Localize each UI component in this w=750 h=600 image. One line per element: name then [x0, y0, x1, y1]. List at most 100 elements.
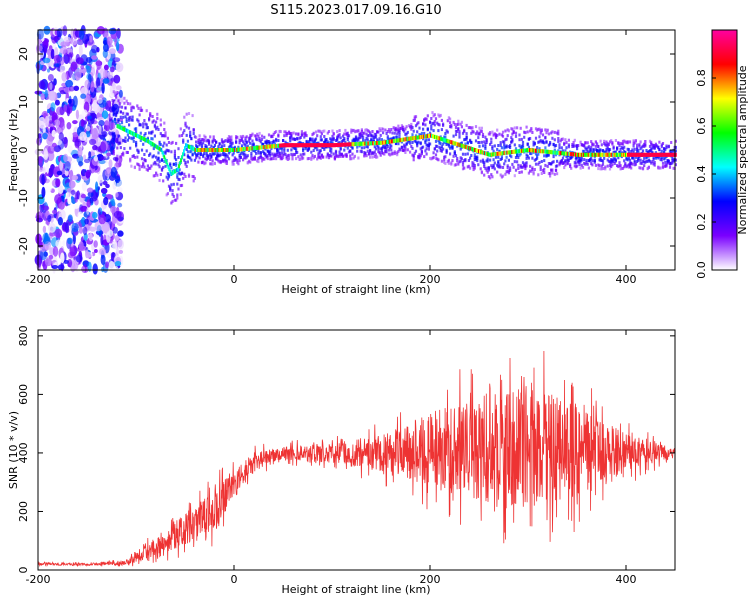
spectrogram-cell — [365, 154, 368, 158]
spectrogram-cell — [639, 158, 642, 162]
spectrogram-cell — [185, 125, 188, 129]
spectrogram-cell — [330, 143, 332, 148]
spectrogram-cell — [337, 135, 340, 139]
spectrogram-cell — [424, 141, 427, 145]
spectrogram-cell — [193, 158, 196, 162]
spectrogram-cell — [235, 157, 238, 161]
spectrogram-cell — [474, 125, 478, 129]
spectrogram-cell — [235, 135, 238, 139]
spectrogram-cell — [609, 152, 612, 157]
spectrogram-cell — [575, 152, 577, 157]
spectrogram-cell — [135, 144, 138, 148]
spectrogram-cell — [113, 117, 117, 121]
spectrogram-cell — [360, 141, 363, 146]
spectrogram-cell — [420, 146, 423, 150]
spectrogram-cell — [524, 167, 527, 171]
spectrogram-cell — [357, 156, 360, 160]
spectrogram-cell — [664, 156, 667, 160]
spectrogram-cell — [292, 152, 295, 156]
spectrogram-cell — [263, 135, 266, 139]
spectrogram-cell — [322, 129, 325, 133]
spectrogram-cell — [413, 151, 416, 155]
spectrogram-cell — [597, 163, 600, 167]
snr-frame — [37, 329, 676, 571]
spectrogram-cell — [327, 153, 331, 157]
spectrogram-cell — [664, 164, 667, 168]
spectrogram-cell — [383, 143, 386, 147]
spectrogram-cell — [340, 153, 343, 157]
spectrogram-cell — [592, 143, 595, 147]
spectrogram-cell — [438, 114, 441, 118]
spectrogram-cell — [41, 174, 45, 186]
spectrogram-cell — [336, 130, 339, 134]
spectrogram-cell — [289, 132, 292, 136]
spectrogram-cell — [553, 150, 556, 155]
spectrogram-cell — [224, 153, 227, 156]
spectrogram-cell — [572, 144, 575, 148]
spectrogram-cell — [481, 160, 485, 164]
spectrogram-cell — [218, 154, 221, 158]
spectrogram-cell — [203, 162, 206, 166]
spectrogram-cell — [259, 140, 262, 144]
spectrogram-cell — [227, 138, 231, 142]
spectrogram-cell — [149, 112, 152, 116]
spectrogram-cell — [385, 140, 388, 145]
spectrogram-cell — [389, 130, 392, 134]
spectrogram-cell — [97, 174, 104, 184]
spectrogram-cell — [167, 175, 171, 179]
spectrogram-cell — [561, 161, 565, 165]
spectrogram-cell — [427, 142, 430, 146]
spectrogram-cell — [238, 159, 241, 163]
spectrogram-cell — [638, 144, 641, 148]
spectrogram-cell — [366, 145, 369, 149]
spectrogram-cell — [97, 97, 103, 104]
spectrogram-cell — [263, 157, 266, 161]
spectrogram-cell — [624, 162, 627, 166]
spectrogram-cell — [193, 151, 196, 155]
spectrogram-cell — [576, 156, 579, 160]
spectrogram-cell — [193, 176, 196, 180]
spectrogram-cell — [267, 140, 271, 143]
spectrogram-cell — [272, 154, 275, 158]
spectrogram-cell — [572, 141, 575, 144]
spectrogram-cell — [251, 158, 254, 162]
spectrogram-cell — [262, 150, 265, 154]
spectrogram-cell — [367, 152, 371, 156]
spectrogram-cell — [124, 127, 126, 132]
spectrogram-cell — [229, 148, 231, 152]
spectrogram-cell — [262, 145, 265, 150]
spectrogram-cell — [153, 160, 156, 164]
spectrogram-cell — [645, 159, 648, 163]
spectrogram-cell — [258, 131, 261, 135]
spectrogram-cell — [87, 115, 92, 120]
spectrogram-cell — [559, 160, 562, 164]
spectrogram-cell — [62, 137, 68, 145]
spectrogram-cell — [264, 145, 267, 149]
spectrogram-cell — [280, 151, 283, 155]
spectrogram-cell — [342, 138, 345, 142]
spectrogram-cell — [320, 138, 323, 142]
spectrogram-cell — [483, 151, 486, 156]
spectrogram-cell — [354, 142, 357, 147]
spectrogram-cell — [59, 48, 64, 54]
spectrogram-cell — [462, 144, 465, 149]
spectrogram-cell — [631, 152, 634, 157]
spectrogram-cell — [195, 144, 198, 148]
spectrogram-cell — [168, 167, 171, 172]
spectrogram-cell — [351, 139, 354, 143]
spectrogram-cell — [632, 156, 635, 160]
spectrogram-cell — [192, 179, 195, 183]
spectrogram-cell — [514, 134, 518, 138]
colorbar-bar — [711, 29, 738, 271]
spectrogram-cell — [322, 145, 325, 149]
spectrogram-cell — [409, 125, 412, 129]
spectrogram-cell — [563, 142, 566, 146]
spectrogram-cell — [325, 143, 327, 148]
spectrogram-cell — [376, 155, 379, 159]
spectrogram-cell — [156, 173, 159, 177]
spectrogram-cell — [497, 144, 500, 147]
spectrogram-cell — [492, 158, 495, 162]
spectrogram-cell — [293, 153, 296, 157]
spectrogram-cell — [156, 145, 159, 150]
spectrogram-cell — [92, 99, 98, 112]
